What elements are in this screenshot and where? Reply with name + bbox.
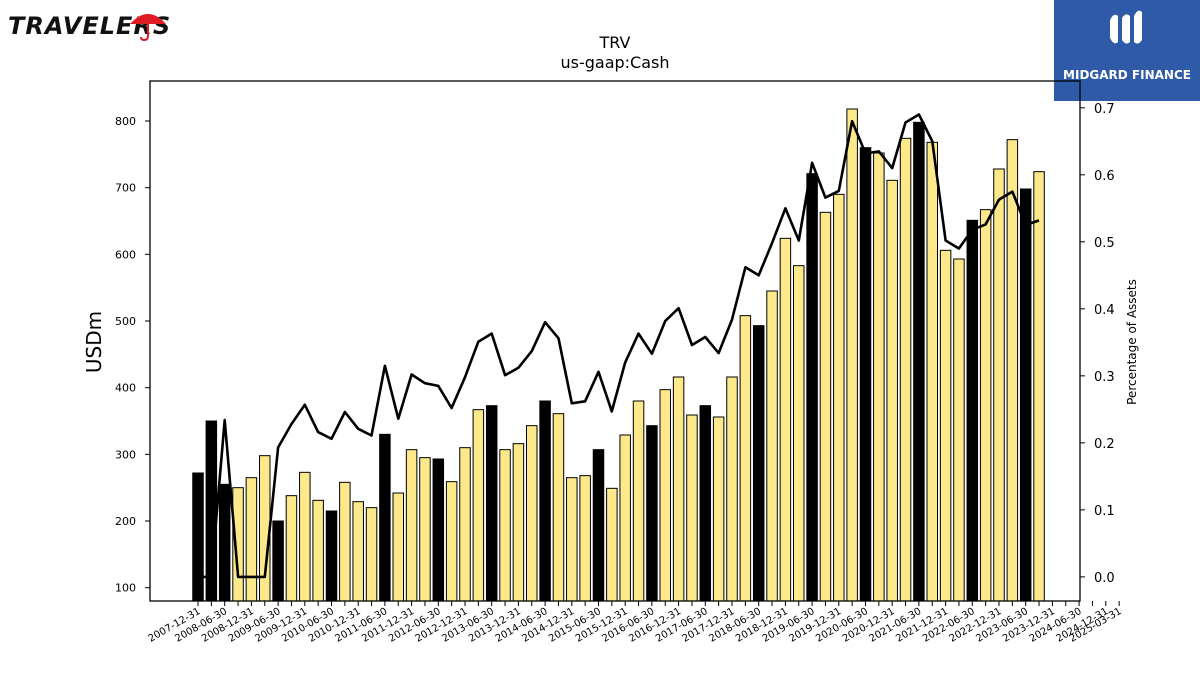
bar — [966, 219, 979, 602]
y-tick-label: 300 — [115, 448, 136, 461]
y-tick-label: 500 — [115, 315, 136, 328]
y2-tick-label: 0.3 — [1094, 370, 1115, 385]
bar — [445, 481, 458, 602]
bar — [312, 499, 324, 602]
bar — [752, 325, 765, 602]
bar — [419, 457, 431, 602]
line-group — [198, 113, 1040, 579]
bar — [218, 483, 231, 602]
bar — [245, 477, 258, 602]
chart-subtitle: us-gaap:Cash — [560, 53, 669, 72]
bar — [819, 211, 832, 602]
bar — [485, 405, 498, 602]
bar — [632, 400, 645, 602]
y2-tick-label: 0.1 — [1094, 504, 1115, 519]
bar — [686, 414, 698, 602]
percentage-line — [198, 113, 1040, 579]
bar — [833, 193, 845, 602]
midgard-finance-badge: MIDGARD FINANCE — [1054, 0, 1200, 101]
bar — [392, 492, 404, 602]
bar — [192, 472, 204, 602]
bar — [739, 315, 752, 602]
bar — [259, 455, 271, 602]
bar — [993, 168, 1005, 602]
bar — [352, 501, 364, 602]
y-tick-label: 800 — [115, 115, 136, 128]
bar — [779, 237, 792, 602]
bar — [1033, 171, 1045, 602]
bar — [552, 413, 565, 602]
bar — [365, 507, 378, 602]
y2-axis-label: Percentage of Assets — [1125, 279, 1139, 405]
bar — [272, 520, 284, 602]
bar — [459, 447, 471, 602]
y-axis-label: USDm — [82, 311, 106, 373]
bar — [499, 449, 511, 602]
bar — [285, 495, 298, 602]
bar — [659, 389, 671, 602]
bar — [913, 121, 925, 602]
bar — [953, 258, 965, 602]
bar — [806, 173, 818, 602]
bar — [712, 416, 725, 602]
bar — [539, 400, 551, 602]
bar — [339, 481, 351, 602]
chart-title: TRV — [599, 33, 631, 52]
bar — [793, 265, 805, 602]
bar — [432, 458, 445, 602]
bar — [325, 510, 338, 602]
bar — [579, 475, 591, 602]
bar — [619, 434, 631, 602]
y2-tick-label: 0.6 — [1094, 169, 1115, 184]
bar — [606, 487, 618, 602]
y2-tick-label: 0.0 — [1094, 571, 1115, 586]
umbrella-icon — [130, 14, 166, 42]
bars-group — [192, 108, 1045, 602]
bar — [512, 443, 525, 602]
bar — [379, 433, 391, 602]
y2-tick-label: 0.4 — [1094, 303, 1115, 318]
midgard-logo-icon — [1110, 10, 1142, 44]
bar — [726, 376, 738, 602]
y-tick-label: 100 — [115, 582, 136, 595]
plot-frame — [149, 80, 1081, 602]
bar — [859, 147, 872, 602]
bar — [1006, 139, 1019, 602]
bar — [886, 179, 898, 602]
bar — [873, 152, 885, 602]
y-tick-label: 600 — [115, 248, 136, 261]
bar — [899, 137, 912, 602]
bar — [566, 477, 578, 602]
y-tick-label: 700 — [115, 182, 136, 195]
bar — [766, 290, 778, 602]
bar — [926, 141, 938, 602]
bar — [672, 376, 685, 602]
bar — [979, 209, 992, 602]
bar — [405, 449, 418, 602]
bar — [846, 108, 858, 602]
y2-tick-label: 0.7 — [1094, 102, 1115, 117]
y2-tick-label: 0.2 — [1094, 437, 1115, 452]
bar — [699, 405, 712, 602]
y-tick-label: 400 — [115, 382, 136, 395]
y-tick-label: 200 — [115, 515, 136, 528]
bar — [939, 249, 952, 602]
bar — [299, 471, 311, 602]
y2-tick-label: 0.5 — [1094, 236, 1115, 251]
bar — [526, 425, 538, 602]
bar — [646, 425, 658, 602]
midgard-finance-text: MIDGARD FINANCE — [1063, 68, 1191, 82]
bar — [1019, 188, 1032, 602]
bar — [472, 409, 485, 602]
bar — [592, 449, 605, 602]
